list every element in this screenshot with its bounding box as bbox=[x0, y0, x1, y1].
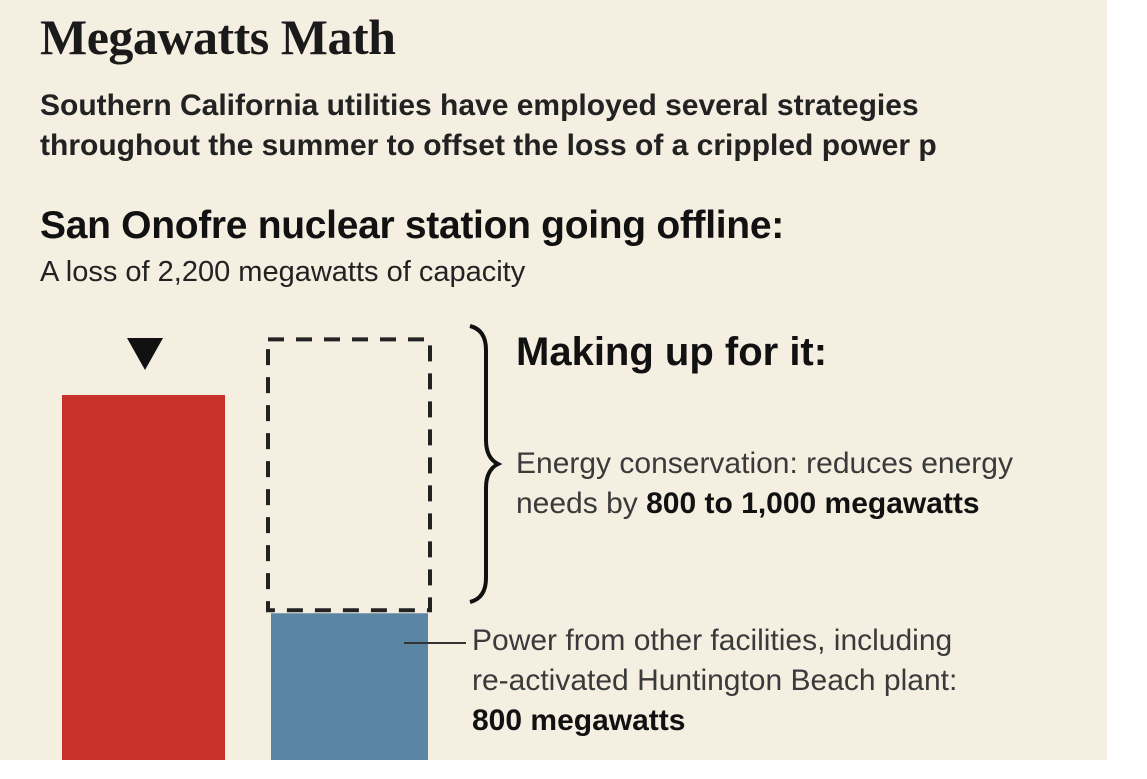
facilities-line-2: re-activated Huntington Beach plant: bbox=[472, 664, 958, 697]
conservation-value: 800 to 1,000 megawatts bbox=[646, 487, 980, 520]
subtitle-line-1: Southern California utilities have emplo… bbox=[40, 89, 919, 122]
brace-icon bbox=[469, 324, 503, 604]
chart-marks bbox=[62, 337, 432, 760]
bar-other-facilities bbox=[271, 613, 428, 760]
facilities-value: 800 megawatts bbox=[472, 704, 686, 737]
other-facilities-annotation: Power from other facilities, including r… bbox=[472, 621, 957, 741]
conservation-line-1: Energy conservation: reduces energy bbox=[516, 447, 1013, 480]
subtitle-line-2: throughout the summer to offset the loss… bbox=[40, 129, 937, 162]
section-subhead: A loss of 2,200 megawatts of capacity bbox=[40, 256, 526, 288]
chart-canvas: Megawatts Math Southern California utili… bbox=[0, 0, 1107, 760]
conservation-line-2: needs by 800 to 1,000 megawatts bbox=[516, 484, 1013, 524]
conservation-annotation: Energy conservation: reduces energy need… bbox=[516, 444, 1013, 524]
chart-subtitle: Southern California utilities have emplo… bbox=[40, 86, 937, 166]
facilities-line-1: Power from other facilities, including bbox=[472, 624, 953, 657]
down-arrow-icon bbox=[127, 338, 163, 370]
section-headline: San Onofre nuclear station going offline… bbox=[40, 204, 784, 247]
conservation-prefix: needs by bbox=[516, 487, 647, 520]
bar-loss bbox=[62, 395, 225, 760]
chart-title: Megawatts Math bbox=[40, 9, 396, 65]
chart-svg bbox=[62, 324, 503, 760]
making-up-label: Making up for it: bbox=[516, 330, 828, 374]
bar-conservation-dashed bbox=[266, 337, 432, 613]
facilities-line-3: 800 megawatts bbox=[472, 701, 957, 741]
